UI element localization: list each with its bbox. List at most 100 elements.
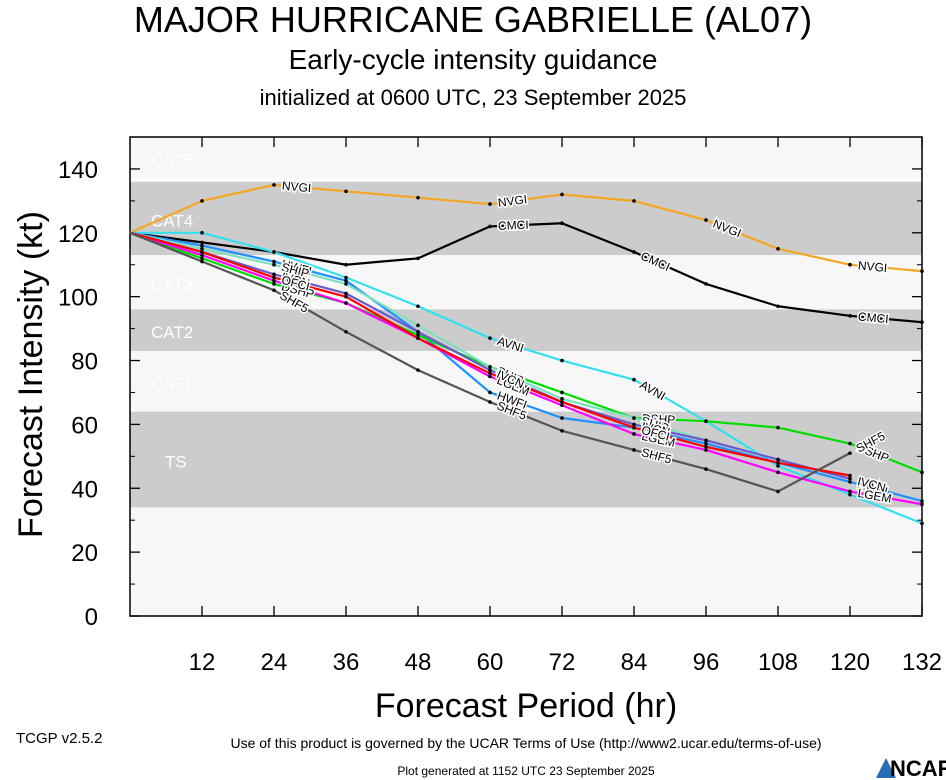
data-point-nvgi: [416, 195, 420, 200]
data-point-dshp: [776, 425, 780, 430]
data-point-hwfi: [272, 259, 276, 264]
band-cat5: [130, 137, 922, 179]
data-point-nvgi: [848, 262, 852, 267]
data-point-avni: [272, 250, 276, 254]
series-ofci: [129, 231, 852, 478]
data-point-ivcn: [272, 272, 276, 277]
data-point-shf5: [344, 329, 348, 334]
version-label: TCGP v2.5.2: [16, 730, 103, 747]
series-cmci: [129, 221, 924, 325]
data-point-cmci: [632, 250, 636, 254]
data-point-ofci: [272, 275, 276, 280]
data-point-ofci: [704, 444, 708, 449]
x-tick-label: 60: [477, 649, 504, 676]
series-line-lgem: [129, 231, 923, 506]
data-point-hwfi: [704, 441, 708, 446]
data-point-ofci: [416, 336, 420, 340]
data-point-cmci: [344, 262, 348, 267]
generated-time: Plot generated at 1152 UTC 23 September …: [397, 764, 655, 778]
svg-text:NCAR: NCAR: [890, 756, 946, 780]
data-point-cmci: [848, 314, 852, 318]
y-axis-label: Forecast Intensity (kt): [12, 211, 50, 538]
x-axis-label: Forecast Period (hr): [375, 687, 677, 725]
series-ivcn: [129, 231, 852, 481]
data-point-ofci: [560, 400, 564, 404]
data-point-dshp: [560, 390, 564, 395]
band-ts: [130, 411, 922, 508]
data-point-dshp: [416, 333, 420, 337]
data-point-cmci: [704, 282, 708, 286]
data-point-avni: [488, 336, 492, 340]
series-line-ship: [129, 231, 779, 461]
data-point-lgem: [344, 301, 348, 305]
series-nvgi: [129, 183, 924, 273]
data-point-ivcn: [416, 329, 420, 334]
band-cat1: [130, 350, 922, 412]
band-label-ts: TS: [165, 453, 187, 472]
data-point-hwfi: [920, 499, 924, 503]
data-point-avni: [416, 304, 420, 309]
data-point-nvgi: [920, 269, 924, 273]
data-point-dshp: [200, 256, 204, 261]
y-tick-label: 60: [71, 412, 98, 439]
data-point-shf5: [848, 451, 852, 455]
series-line-avni: [130, 231, 923, 525]
band-cat3: [130, 255, 922, 310]
data-point-avni: [200, 231, 204, 235]
chart-title: MAJOR HURRICANE GABRIELLE (AL07): [133, 0, 813, 40]
data-point-dshp: [920, 470, 924, 475]
data-point-ofci: [488, 371, 492, 376]
data-point-lgem: [632, 432, 636, 436]
data-point-ofci: [776, 460, 780, 465]
data-point-avni: [776, 464, 780, 468]
data-point-ivcn: [776, 457, 780, 462]
series-label-nvgi: NVGI: [857, 258, 887, 275]
data-point-ivcn: [488, 368, 492, 372]
x-tick-label: 120: [830, 649, 870, 676]
data-point-nvgi: [560, 192, 564, 197]
data-point-shf5: [416, 368, 420, 372]
x-tick-label: 72: [549, 649, 576, 676]
data-point-ship: [200, 246, 204, 251]
band-label-cat2: CAT2: [151, 323, 193, 342]
data-point-nvgi: [272, 183, 276, 187]
band-label-cat4: CAT4: [151, 211, 193, 230]
data-point-dshp: [272, 282, 276, 286]
data-point-shf5: [488, 400, 492, 404]
data-point-shf5: [704, 467, 708, 471]
data-point-ship: [560, 397, 564, 401]
data-point-cmci: [920, 320, 924, 325]
chart-subtitle: Early-cycle intensity guidance: [288, 44, 658, 75]
data-point-cmci: [488, 224, 492, 229]
data-point-shf5: [272, 288, 276, 293]
y-tick-label: 100: [58, 285, 98, 312]
data-point-avni: [632, 377, 636, 382]
x-tick-label: 96: [693, 649, 720, 676]
series-label-nvgi: NVGI: [497, 192, 528, 210]
ncar-logo: NCAR: [876, 756, 946, 780]
y-tick-label: 80: [71, 349, 98, 376]
data-point-ivcn: [344, 291, 348, 296]
data-point-cmci: [416, 256, 420, 261]
data-point-shf5: [560, 428, 564, 433]
data-point-cmci: [560, 221, 564, 226]
data-point-nvgi: [488, 202, 492, 206]
data-point-lgem: [776, 470, 780, 475]
series-line-dshp: [129, 231, 923, 474]
data-point-nvgi: [344, 189, 348, 194]
x-tick-label: 12: [189, 649, 216, 676]
data-point-shf5: [776, 489, 780, 494]
data-point-hwfi: [848, 480, 852, 484]
data-point-avni: [920, 521, 924, 526]
series-lgem: [129, 231, 924, 507]
y-tick-label: 40: [71, 476, 98, 503]
series-shf5: [129, 231, 852, 494]
x-tick-label: 132: [902, 649, 942, 676]
terms-of-use: Use of this product is governed by the U…: [230, 735, 822, 751]
data-point-cmci: [776, 304, 780, 309]
data-point-cmci: [200, 240, 204, 245]
x-tick-label: 84: [621, 649, 648, 676]
data-point-avni: [560, 358, 564, 363]
data-point-ivcn: [704, 438, 708, 443]
data-point-nvgi: [776, 246, 780, 251]
